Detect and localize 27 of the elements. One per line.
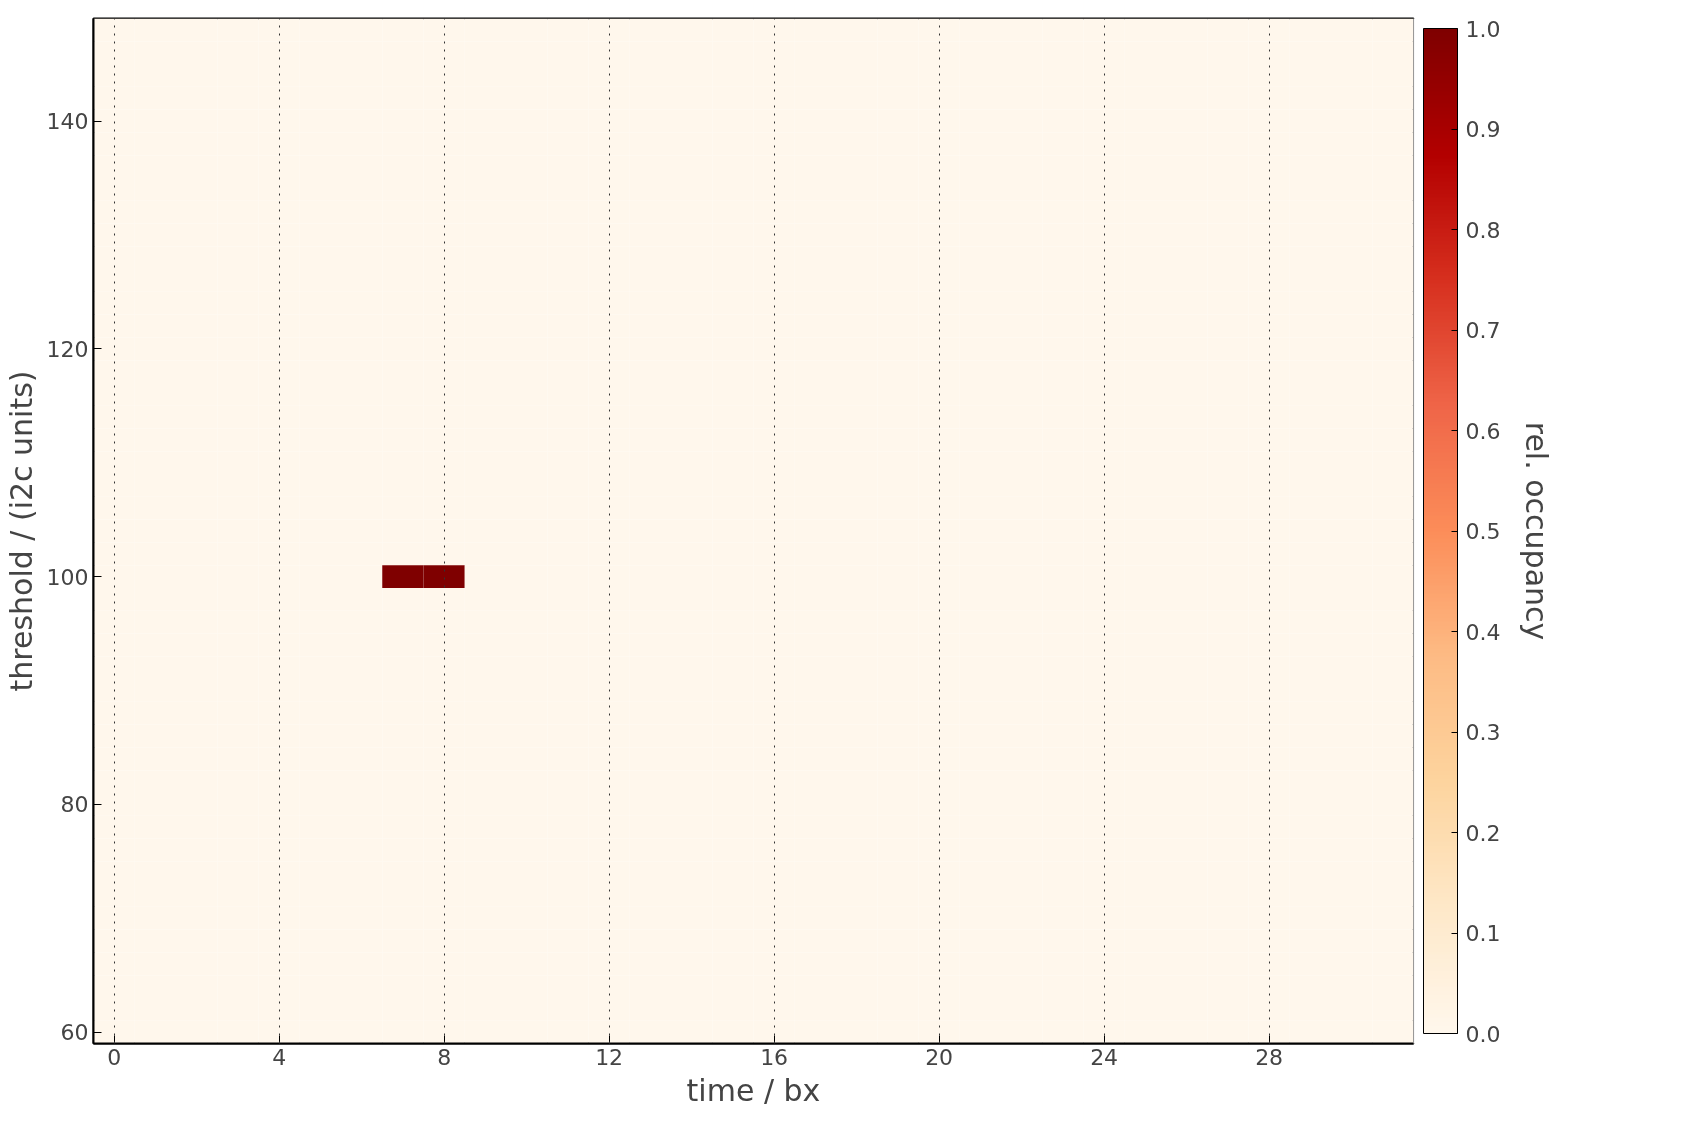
x-tick-label: 28 <box>1255 1044 1284 1070</box>
color-bar-label: 1.0 <box>1465 16 1501 42</box>
color-bar-label: 0.9 <box>1465 117 1501 142</box>
color-bar-label: 0.1 <box>1465 921 1501 946</box>
color-bar-label: 0.7 <box>1465 318 1501 343</box>
y-tick-label: 60 <box>60 1020 89 1046</box>
x-tick-label: 8 <box>437 1044 452 1070</box>
y-axis-title: threshold / (i2c units) <box>3 370 39 692</box>
x-tick-label: 16 <box>760 1044 789 1070</box>
x-tick-label: 4 <box>272 1044 287 1070</box>
x-tick-label: 24 <box>1090 1044 1119 1070</box>
color-bar-label: 0.8 <box>1465 217 1501 243</box>
color-bar-label: 0.4 <box>1465 619 1501 645</box>
y-tick-label: 120 <box>46 336 89 362</box>
color-bar-title: rel. occupancy <box>1518 421 1554 641</box>
y-tick-label: 140 <box>46 109 89 134</box>
x-axis-title: time / bx <box>686 1072 821 1108</box>
color-bar-label: 0.2 <box>1465 820 1501 846</box>
x-tick-label: 0 <box>107 1044 122 1070</box>
color-bar-label: 0.3 <box>1465 720 1501 745</box>
y-tick-label: 100 <box>46 564 89 590</box>
color-bar-label: 0.0 <box>1465 1021 1501 1047</box>
color-bar-label: 0.6 <box>1465 418 1501 444</box>
color-bar-label: 0.5 <box>1465 519 1501 544</box>
y-tick-label: 80 <box>60 792 89 818</box>
x-tick-label: 20 <box>925 1044 954 1070</box>
x-tick-label: 12 <box>595 1044 624 1070</box>
